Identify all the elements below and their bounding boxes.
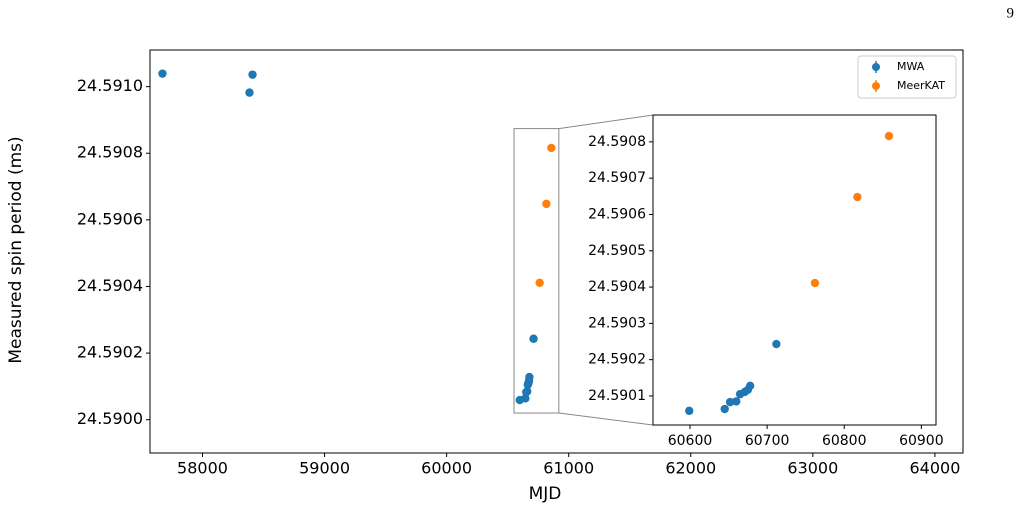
y-tick-label: 24.5902 [77,343,143,362]
y-tick-label: 24.5904 [77,276,143,295]
x-tick-label: 60000 [421,459,472,478]
x-tick-label: 64000 [909,459,960,478]
point [521,394,530,403]
y-tick-label: 24.5910 [77,76,143,95]
x-tick-label: 61000 [543,459,594,478]
y-tick-label: 24.5904 [588,279,646,295]
inset-indicator [513,128,560,414]
x-tick-label: 62000 [665,459,716,478]
point [685,406,694,416]
x-tick-label: 60800 [822,433,867,449]
y-tick-label: 24.5900 [77,409,143,428]
y-tick-label: 24.5903 [588,315,646,331]
legend-marker [872,82,880,90]
point [547,143,556,153]
points [158,69,556,405]
legend-label: MWA [897,60,925,73]
x-tick-label: 60900 [899,433,944,449]
x-tick-label: 58000 [177,459,228,478]
y-tick-label: 24.5905 [588,243,646,259]
page-number: 9 [1007,5,1015,21]
legend-marker [872,63,880,71]
y-tick-label: 24.5908 [588,134,646,150]
point [732,397,741,406]
point [884,131,894,141]
y-tick-label: 24.5907 [588,170,646,186]
point [529,334,538,343]
point [745,381,755,390]
point [523,387,532,396]
x-tick-label: 63000 [787,459,838,478]
legend-box [857,55,957,99]
y-tick-label: 24.5901 [588,388,646,404]
point [810,278,820,288]
legend-label: MeerKAT [897,79,945,92]
y-tick-label: 24.5906 [588,206,646,222]
point [772,339,781,349]
point [525,372,534,382]
point [542,199,551,209]
point [248,70,257,79]
point [535,278,544,288]
point [725,397,735,407]
point [853,192,862,202]
x-tick-label: 59000 [299,459,350,478]
plot-area [652,114,937,426]
x-axis-label: MJD [529,484,562,504]
point [158,69,167,78]
point [720,404,729,414]
connector [558,412,654,426]
y-tick-label: 24.5906 [77,209,143,228]
y-tick-label: 24.5902 [588,352,646,368]
points [685,131,894,416]
x-tick-label: 60700 [745,433,790,449]
y-tick-label: 24.5908 [77,143,143,162]
x-tick-label: 60600 [668,433,713,449]
connector [558,114,654,130]
y-axis-label: Measured spin period (ms) [6,136,26,363]
point [245,88,254,97]
